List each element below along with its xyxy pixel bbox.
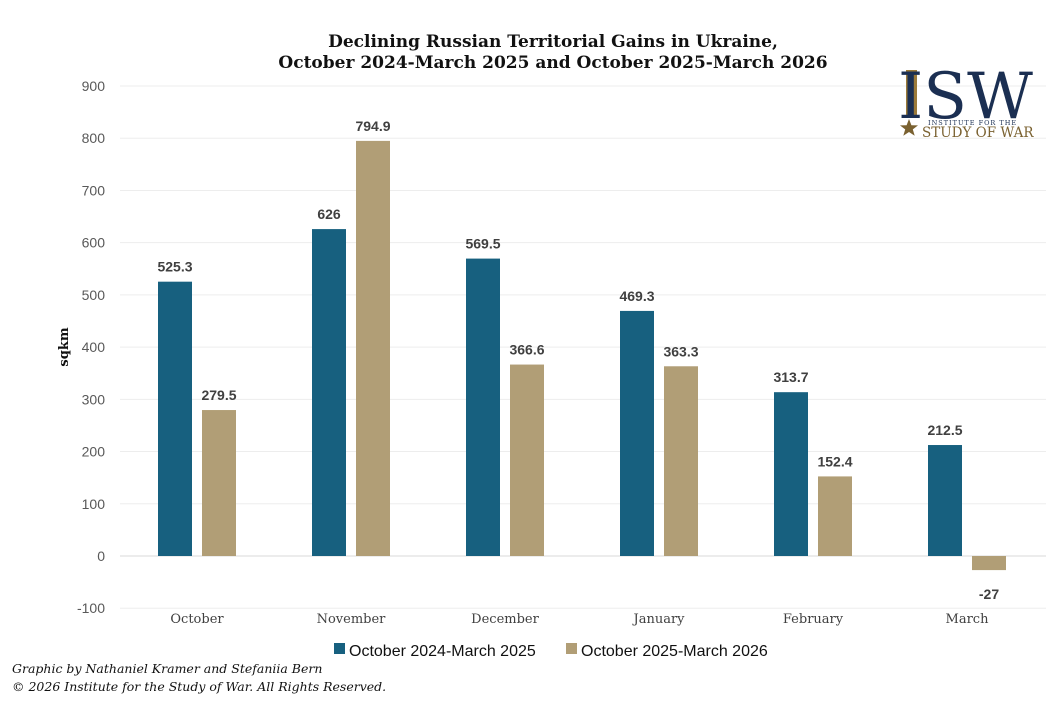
data-label: 313.7 — [773, 369, 808, 385]
bars — [158, 140, 1006, 571]
x-category-label: November — [317, 612, 387, 627]
y-tick-label: 600 — [82, 235, 106, 251]
legend-swatch-series-1 — [334, 643, 345, 654]
logo-gold-pillar — [906, 70, 917, 118]
y-tick-label: -100 — [77, 600, 105, 616]
data-label: 366.6 — [509, 342, 544, 358]
data-label: 626 — [317, 206, 341, 222]
credit-authors: Graphic by Nathaniel Kramer and Stefanii… — [12, 661, 322, 676]
y-tick-label: 200 — [82, 444, 106, 460]
legend: October 2024-March 2025 October 2025-Mar… — [334, 643, 768, 660]
star-icon — [900, 119, 918, 136]
data-labels: 525.3 279.5 626 794.9 569.5 366.6 469.3 363.3 31… — [157, 118, 999, 602]
data-label: 569.5 — [465, 236, 500, 252]
bar-series-2-march — [972, 556, 1006, 571]
x-category-label: March — [946, 612, 990, 627]
y-tick-label: 0 — [97, 548, 105, 564]
x-axis-categories: October November December January February Ma… — [170, 612, 989, 627]
bar-series-1-january — [620, 310, 654, 556]
bar-series-2-february — [818, 476, 852, 556]
legend-label-series-1: October 2024-March 2025 — [349, 643, 536, 660]
data-label: 469.3 — [619, 288, 654, 304]
gridlines — [120, 85, 1046, 609]
bar-series-1-february — [774, 392, 808, 556]
bar-series-2-october — [202, 410, 236, 556]
x-category-label: December — [471, 612, 539, 627]
data-label: 279.5 — [201, 387, 236, 403]
y-axis-ticks: -100 0 100 200 300 400 500 600 700 800 900 — [77, 78, 105, 616]
x-category-label: October — [170, 612, 224, 627]
credit-copyright: © 2026 Institute for the Study of War. A… — [12, 679, 386, 694]
bar-series-1-march — [928, 445, 962, 556]
y-tick-label: 900 — [82, 78, 106, 94]
data-label: 363.3 — [663, 343, 698, 359]
isw-logo: ISW INSTITUTE FOR THE STUDY OF WAR — [898, 60, 1034, 141]
bar-series-2-january — [664, 366, 698, 556]
y-tick-label: 100 — [82, 496, 106, 512]
data-label: 152.4 — [817, 453, 852, 469]
chart-title-line-1: Declining Russian Territorial Gains in U… — [328, 32, 778, 52]
y-tick-label: 400 — [82, 339, 106, 355]
x-category-label: January — [631, 612, 685, 627]
y-tick-label: 800 — [82, 130, 106, 146]
logo-line-1: INSTITUTE FOR THE — [928, 119, 1017, 127]
data-label: 525.3 — [157, 259, 192, 275]
chart-title-line-2: October 2024-March 2025 and October 2025… — [278, 53, 827, 73]
legend-label-series-2: October 2025-March 2026 — [581, 643, 768, 660]
y-tick-label: 500 — [82, 287, 106, 303]
y-axis-label: sqkm — [57, 327, 72, 366]
logo-line-2: STUDY OF WAR — [922, 125, 1034, 141]
bar-series-2-december — [510, 364, 544, 556]
bar-series-1-december — [466, 258, 500, 556]
logo-mark: ISW — [898, 60, 1033, 134]
y-tick-label: 300 — [82, 391, 106, 407]
data-label: 212.5 — [927, 422, 962, 438]
y-tick-label: 700 — [82, 182, 106, 198]
data-label: -27 — [979, 586, 999, 602]
legend-swatch-series-2 — [566, 643, 577, 654]
bar-series-1-october — [158, 281, 192, 556]
bar-series-2-november — [356, 140, 390, 556]
data-label: 794.9 — [355, 118, 390, 134]
x-category-label: February — [783, 612, 844, 627]
bar-series-1-november — [312, 229, 346, 557]
